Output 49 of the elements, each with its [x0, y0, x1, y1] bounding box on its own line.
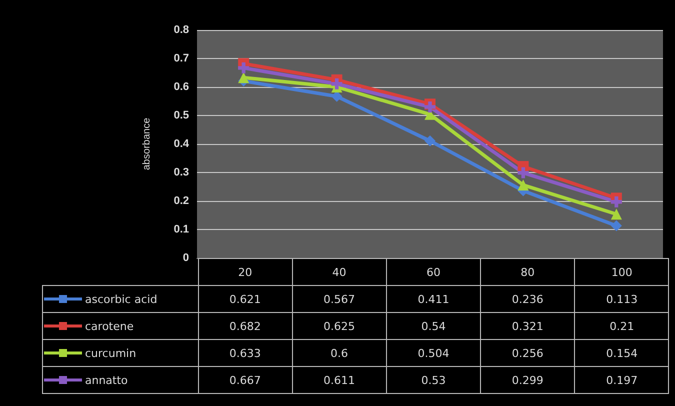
data-label: 0.299 [480, 366, 575, 394]
y-tick-label: 0.6 [174, 81, 189, 93]
data-label: 0.567 [292, 286, 386, 312]
y-tick-label: 0 [182, 252, 189, 264]
y-tick-label: 0.2 [174, 195, 189, 207]
point [424, 101, 436, 112]
data-label: 0.113 [574, 286, 669, 312]
y-axis-title: absorbance [142, 117, 152, 170]
data-label: 0.411 [386, 286, 481, 312]
data-label: 0.621 [198, 286, 292, 312]
x-tick-label: 60 [386, 258, 481, 286]
y-tick-label: 0.3 [174, 166, 189, 178]
legend-label: annatto [85, 374, 128, 386]
data-label: 0.21 [574, 312, 669, 340]
data-label: 0.504 [386, 340, 481, 366]
y-tick-label: 0.5 [174, 110, 189, 122]
legend-label: carotene [85, 320, 134, 332]
point [518, 167, 529, 178]
data-label: 0.54 [386, 312, 481, 340]
data-label: 0.197 [574, 366, 669, 394]
legend-label: ascorbic acid [85, 292, 158, 306]
data-label: 0.667 [198, 366, 292, 394]
point [331, 78, 342, 90]
x-tick-label: 80 [480, 258, 575, 286]
point [610, 196, 622, 208]
y-tick-label: 0.1 [174, 224, 189, 236]
data-label: 0.321 [480, 312, 575, 340]
data-label: 0.53 [386, 366, 481, 394]
legend-label: curcumin [85, 346, 136, 360]
point [424, 135, 436, 146]
y-tick-label: 0.4 [174, 138, 190, 150]
y-tick-label: 0.8 [174, 24, 189, 36]
point [610, 220, 622, 232]
y-tick-label: 0.7 [174, 52, 189, 64]
data-label: 0.236 [480, 286, 575, 312]
point [238, 72, 250, 84]
data-label: 0.154 [574, 340, 669, 366]
data-label: 0.256 [480, 340, 575, 366]
point [610, 208, 622, 220]
x-tick-label: 40 [292, 258, 386, 286]
data-label: 0.611 [292, 366, 386, 394]
x-tick-label: 20 [198, 258, 292, 286]
data-label: 0.625 [292, 312, 386, 340]
data-label: 0.633 [198, 340, 292, 366]
point [238, 62, 250, 74]
data-label: 0.6 [292, 340, 386, 366]
data-label: 0.682 [198, 312, 292, 340]
x-tick-label: 100 [574, 258, 669, 286]
point [518, 180, 529, 191]
